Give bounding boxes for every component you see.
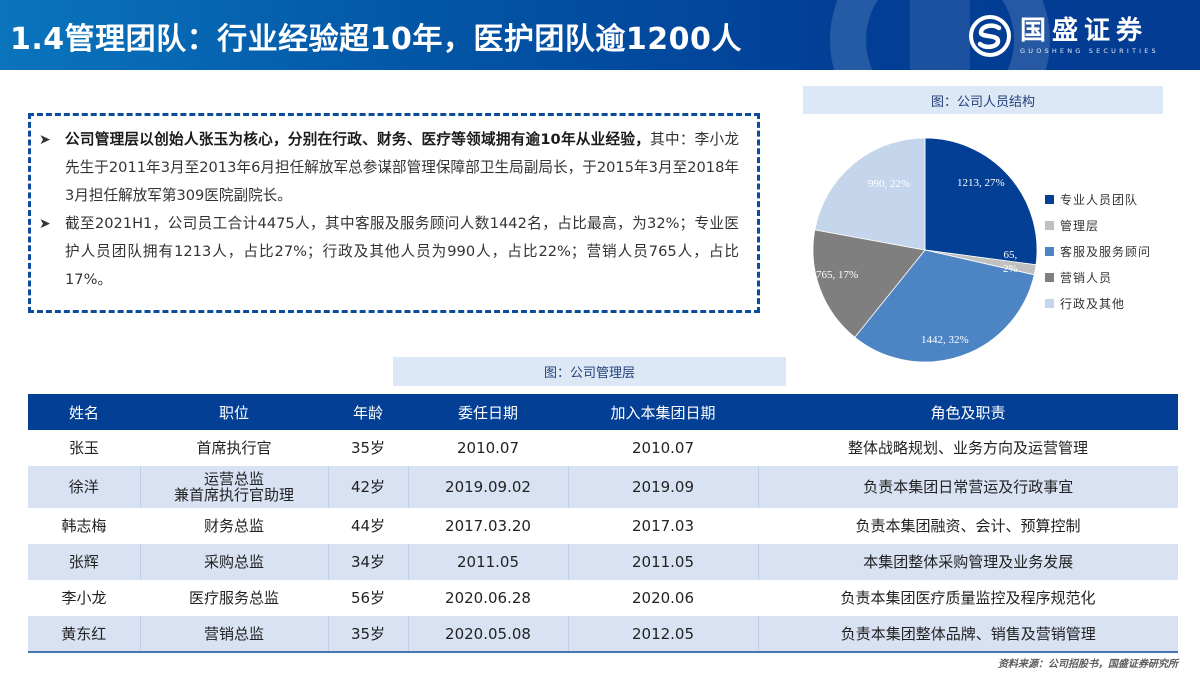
cell-joined: 2011.05 [567, 544, 758, 580]
column-header-joined: 加入本集团日期 [568, 394, 758, 430]
chart-legend: 专业人员团队 管理层 客服及服务顾问 营销人员 行政及其他 [1045, 186, 1151, 316]
logo-name-en: GUOSHENG SECURITIES [1020, 47, 1159, 55]
summary-bullet: ➤ 公司管理层以创始人张玉为核心，分别在行政、财务、医疗等领域拥有逾10年从业经… [39, 126, 739, 210]
management-table: 姓名 职位 年龄 委任日期 加入本集团日期 角色及职责 张玉 首席执行官 35岁… [28, 394, 1178, 653]
cell-role: 负责本集团融资、会计、预算控制 [855, 517, 1081, 535]
column-header-appointed: 委任日期 [408, 394, 568, 430]
page-title: 1.4管理团队：行业经验超10年，医护团队逾1200人 [10, 22, 742, 57]
table-row: 张玉 首席执行官 35岁 2010.07 2010.07 整体战略规划、业务方向… [28, 430, 1178, 466]
pie-slice [812, 229, 926, 338]
table-row: 张辉 采购总监 34岁 2011.05 2011.05 本集团整体采购管理及业务… [28, 544, 1178, 580]
source-note: 资料来源：公司招股书，国盛证券研究所 [998, 659, 1178, 670]
cell-role: 负责本集团整体品牌、销售及营销管理 [757, 616, 1178, 653]
cell-position: 营销总监 [139, 616, 328, 653]
table-row: 黄东红 营销总监 35岁 2020.05.08 2012.05 负责本集团整体品… [28, 616, 1178, 653]
pie-slice [814, 137, 926, 251]
cell-appointed: 2020.06.28 [445, 589, 531, 607]
pie-slice [924, 137, 1038, 266]
cell-age: 42岁 [327, 466, 408, 508]
cell-name: 张玉 [68, 439, 99, 457]
column-header-age: 年龄 [328, 394, 408, 430]
watermark-ring [830, 0, 1050, 70]
column-header-position: 职位 [140, 394, 328, 430]
table-row: 李小龙 医疗服务总监 56岁 2020.06.28 2020.06 负责本集团医… [28, 580, 1178, 616]
staff-structure-pie-chart: 1213, 27% 65, 2% 1442, 32% 765, 17% 990, … [805, 130, 1045, 370]
legend-item: 管理层 [1045, 212, 1151, 238]
pie-label-management: 65, 2% [1003, 249, 1018, 275]
legend-swatch [1045, 272, 1054, 282]
cell-role: 本集团整体采购管理及业务发展 [757, 544, 1178, 580]
company-logo: 国盛证券 GUOSHENG SECURITIES [968, 10, 1159, 62]
cell-position: 采购总监 [139, 544, 328, 580]
summary-box: ➤ 公司管理层以创始人张玉为核心，分别在行政、财务、医疗等领域拥有逾10年从业经… [28, 113, 760, 313]
cell-position: 首席执行官 [196, 439, 272, 457]
table-row: 韩志梅 财务总监 44岁 2017.03.20 2017.03 负责本集团融资、… [28, 508, 1178, 544]
cell-position: 医疗服务总监 [188, 589, 279, 607]
summary-bullet-text: 其中：李小龙先生于2011年3月至2013年6月担任解放军总参谋部管理保障部卫生… [65, 131, 739, 204]
pie-slice [854, 249, 1035, 363]
cell-joined: 2012.05 [567, 616, 758, 653]
cell-position: 财务总监 [203, 517, 264, 535]
legend-item: 营销人员 [1045, 264, 1151, 290]
summary-bullet-text: 截至2021H1，公司员工合计4475人，其中客服及服务顾问人数1442名，占比… [65, 215, 739, 288]
cell-age: 56岁 [350, 589, 386, 607]
arrow-bullet-icon: ➤ [39, 132, 51, 148]
legend-item: 专业人员团队 [1045, 186, 1151, 212]
legend-swatch [1045, 220, 1054, 230]
cell-position: 运营总监 兼首席执行官助理 [139, 466, 328, 508]
table-header-row: 姓名 职位 年龄 委任日期 加入本集团日期 角色及职责 [28, 394, 1178, 430]
pie-chart-svg [812, 137, 1038, 363]
cell-role: 负责本集团医疗质量监控及程序规范化 [840, 589, 1096, 607]
summary-bullet-bold: 公司管理层以创始人张玉为核心，分别在行政、财务、医疗等领域拥有逾10年从业经验， [65, 131, 651, 148]
chart-caption: 图：公司人员结构 [803, 86, 1163, 114]
guosheng-logo-icon [969, 15, 1011, 57]
pie-label-admin: 990, 22% [868, 178, 911, 190]
table-caption: 图：公司管理层 [393, 357, 786, 386]
legend-swatch [1045, 246, 1054, 256]
legend-item: 客服及服务顾问 [1045, 238, 1151, 264]
cell-appointed: 2020.05.08 [407, 616, 568, 653]
cell-joined: 2020.06 [631, 589, 695, 607]
cell-joined: 2019.09 [567, 466, 758, 508]
pie-label-sales: 765, 17% [816, 269, 859, 281]
column-header-role: 角色及职责 [758, 394, 1178, 430]
cell-appointed: 2017.03.20 [445, 517, 531, 535]
cell-age: 34岁 [327, 544, 408, 580]
cell-role: 整体战略规划、业务方向及运营管理 [847, 439, 1088, 457]
legend-swatch [1045, 298, 1054, 308]
cell-name: 李小龙 [61, 589, 107, 607]
header-banner: 1.4管理团队：行业经验超10年，医护团队逾1200人 国盛证券 GUOSHEN… [0, 0, 1200, 70]
legend-item: 行政及其他 [1045, 290, 1151, 316]
cell-appointed: 2019.09.02 [407, 466, 568, 508]
cell-name: 黄东红 [28, 616, 140, 653]
cell-name: 韩志梅 [61, 517, 107, 535]
pie-label-professional: 1213, 27% [957, 177, 1005, 189]
cell-joined: 2010.07 [631, 439, 695, 457]
cell-age: 44岁 [350, 517, 386, 535]
cell-joined: 2017.03 [631, 517, 695, 535]
cell-role: 负责本集团日常营运及行政事宜 [757, 466, 1178, 508]
watermark-bar [910, 0, 970, 70]
cell-appointed: 2011.05 [407, 544, 568, 580]
cell-name: 张辉 [28, 544, 140, 580]
summary-bullet: ➤ 截至2021H1，公司员工合计4475人，其中客服及服务顾问人数1442名，… [39, 210, 739, 294]
cell-age: 35岁 [327, 616, 408, 653]
arrow-bullet-icon: ➤ [39, 216, 51, 232]
logo-name-cn: 国盛证券 [1020, 16, 1149, 46]
cell-appointed: 2010.07 [456, 439, 520, 457]
cell-age: 35岁 [350, 439, 386, 457]
table-row: 徐洋 运营总监 兼首席执行官助理 42岁 2019.09.02 2019.09 负… [28, 466, 1178, 508]
pie-label-customer-service: 1442, 32% [921, 334, 969, 346]
cell-name: 徐洋 [28, 466, 140, 508]
legend-swatch [1045, 194, 1054, 204]
column-header-name: 姓名 [28, 394, 140, 430]
